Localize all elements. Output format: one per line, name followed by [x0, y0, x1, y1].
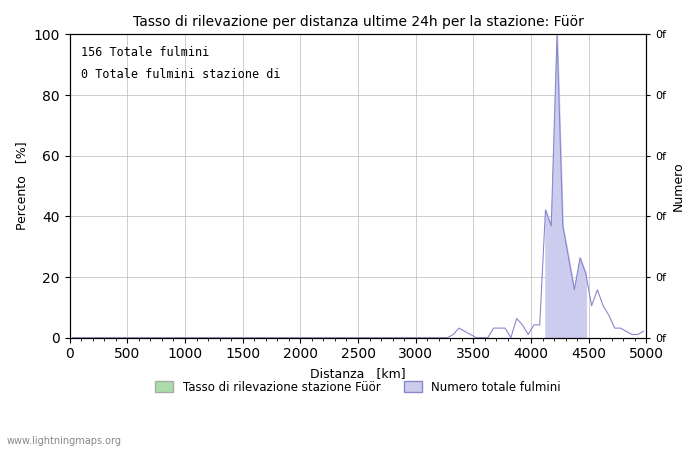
Title: Tasso di rilevazione per distanza ultime 24h per la stazione: Füör: Tasso di rilevazione per distanza ultime…: [132, 15, 584, 29]
Legend: Tasso di rilevazione stazione Füör, Numero totale fulmini: Tasso di rilevazione stazione Füör, Nume…: [150, 376, 566, 399]
Y-axis label: Percento   [%]: Percento [%]: [15, 142, 28, 230]
Y-axis label: Numero: Numero: [672, 161, 685, 211]
Text: www.lightningmaps.org: www.lightningmaps.org: [7, 436, 122, 446]
Text: 156 Totale fulmini: 156 Totale fulmini: [81, 46, 209, 59]
Text: 0 Totale fulmini stazione di: 0 Totale fulmini stazione di: [81, 68, 281, 81]
X-axis label: Distanza   [km]: Distanza [km]: [310, 367, 406, 380]
